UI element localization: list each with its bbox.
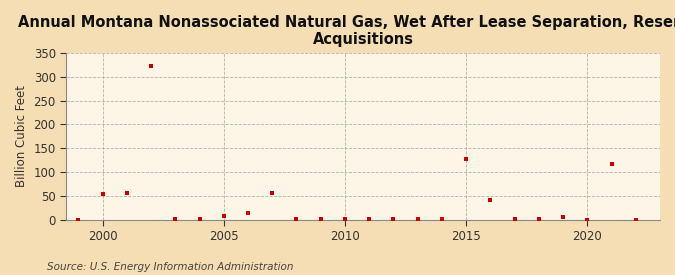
Point (533, 217, 544, 221)
Point (412, 216, 423, 221)
Point (582, 218, 593, 222)
Point (218, 214, 229, 218)
Point (485, 198, 495, 202)
Point (97, 192, 108, 196)
Point (73, 218, 84, 222)
Point (364, 217, 375, 221)
Point (194, 216, 205, 221)
Point (315, 217, 326, 221)
Point (122, 191, 132, 195)
Point (437, 217, 448, 221)
Point (509, 216, 520, 221)
Point (558, 215, 568, 219)
Point (146, 64, 157, 68)
Point (170, 217, 181, 221)
Title: Annual Montana Nonassociated Natural Gas, Wet After Lease Separation, Reserves
A: Annual Montana Nonassociated Natural Gas… (18, 15, 675, 47)
Point (606, 161, 617, 166)
Y-axis label: Billion Cubic Feet: Billion Cubic Feet (15, 86, 28, 187)
Point (388, 217, 399, 221)
Text: Source: U.S. Energy Information Administration: Source: U.S. Energy Information Administ… (47, 262, 294, 272)
Point (267, 191, 277, 195)
Point (291, 217, 302, 221)
Point (242, 211, 253, 215)
Point (340, 216, 350, 221)
Point (461, 157, 472, 161)
Point (630, 218, 641, 222)
